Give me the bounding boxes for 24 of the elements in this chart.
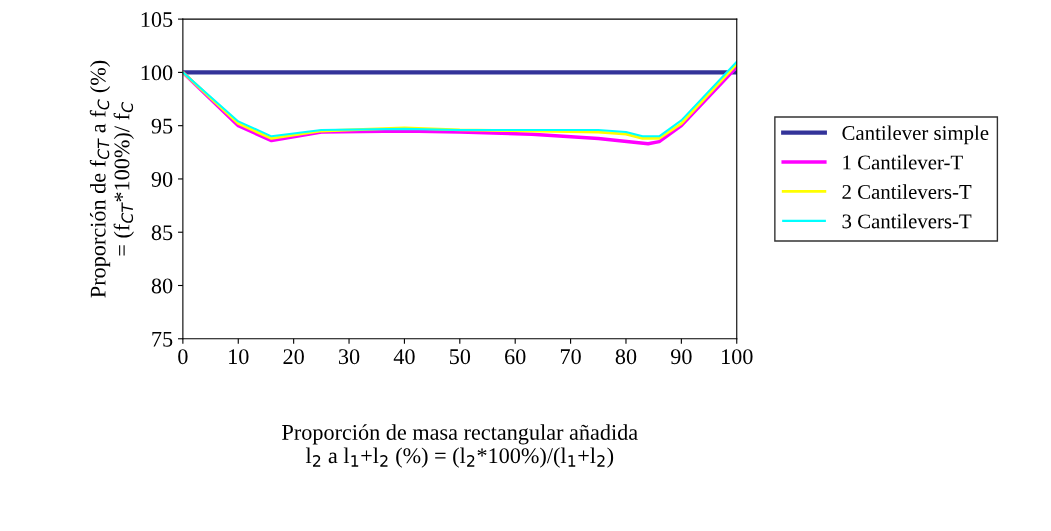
x-tick-label: 0 [178,349,188,365]
text: Proporción de masa rectangular añadida l$_{2}$ a l$_{1}$+l$_{2}$ (%) = (l$_{2}$*100%)/(l$_{1}$+l$_{2}$) [282,424,638,468]
legend-label: Cantilever simple [842,125,989,145]
x-tick-label: 90 [670,349,692,365]
y-tick-label: 75 [152,331,173,347]
x-tick-label: 50 [449,349,471,365]
legend-label: 2 Cantilevers-T [842,184,972,199]
x-tick-label: 30 [338,349,360,365]
x-tick-label: 60 [505,349,526,365]
x-tick-label: 20 [283,349,304,365]
x-tick-label: 40 [393,349,415,365]
y-tick-label: 90 [151,171,173,187]
x-tick-label: 80 [615,349,637,365]
x-tick-label: 100 [722,349,753,365]
legend-label: 1 Cantilever-T [843,154,963,170]
legend-label: 3 Cantilevers-T [842,213,972,229]
x-tick-label: 10 [229,349,249,365]
x-tick-label: 70 [560,349,581,365]
y-tick-label: 95 [151,118,173,134]
y-tick-label: 105 [141,12,173,28]
y-tick-label: 85 [151,225,173,241]
y-tick-label: 100 [141,65,173,81]
text: Proporción de f$_{CT}$ a f$_{C}$ (%) = (f$_{CT}$*100%)/ f$_{C}$ [89,60,134,298]
y-tick-label: 80 [151,278,173,294]
